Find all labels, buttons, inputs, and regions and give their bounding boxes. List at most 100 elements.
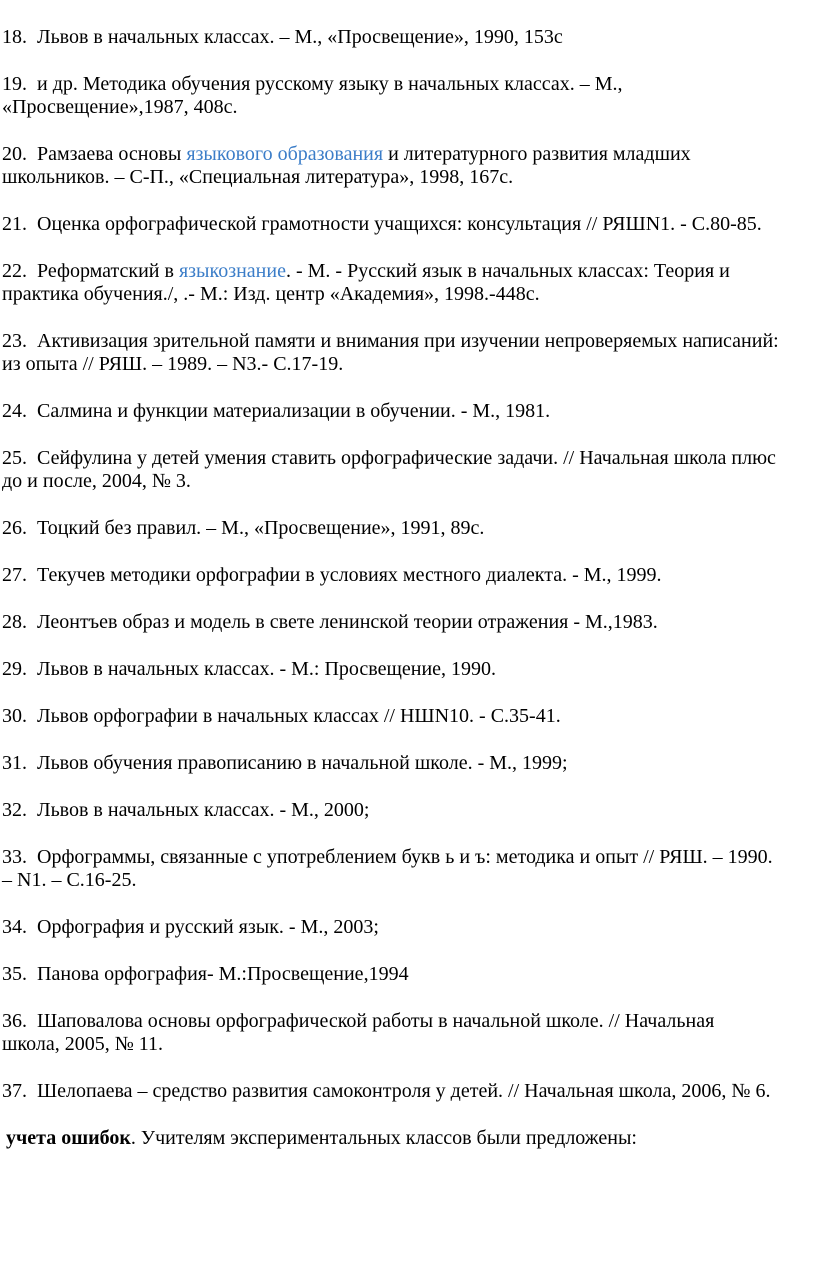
tail-paragraph: учета ошибок. Учителям экспериментальных… [2, 1127, 816, 1150]
reference-text: Активизация зрительной памяти и внимания… [37, 330, 779, 352]
reference-text: Орфография и русский язык. - М., 2003; [37, 916, 379, 938]
reference-line: до и после, 2004, № 3. [2, 470, 816, 493]
reference-item: 26. Тоцкий без правил. – М., «Просвещение… [2, 517, 816, 540]
reference-number: 35. [2, 963, 27, 985]
reference-item: 19. и др. Методика обучения русскому язык… [2, 73, 816, 119]
reference-text: Львов в начальных классах. – М., «Просве… [37, 26, 563, 48]
reference-text: школьников. – С-П., «Специальная литерат… [2, 166, 514, 188]
reference-number: 34. [2, 916, 27, 938]
reference-item: 35. Панова орфография- М.:Просвещение,199… [2, 963, 816, 986]
reference-line: школьников. – С-П., «Специальная литерат… [2, 166, 816, 189]
reference-line: 27. Текучев методики орфографии в условия… [2, 564, 816, 587]
reference-text: Львов в начальных классах. - М.: Просвещ… [37, 658, 497, 680]
reference-line: 36. Шаповалова основы орфографической раб… [2, 1010, 816, 1033]
hyperlink[interactable]: языкового образования [186, 143, 384, 165]
reference-item: 22. Реформатский в языкознание. - М. - Ру… [2, 260, 816, 306]
reference-item: 20. Рамзаева основы языкового образования… [2, 143, 816, 189]
reference-line: – N1. – С.16-25. [2, 869, 816, 892]
reference-text: Шелопаева – средство развития самоконтро… [37, 1080, 771, 1102]
reference-text: Сейфулина у детей умения ставить орфогра… [37, 447, 776, 469]
reference-line: из опыта // РЯШ. – 1989. – N3.- С.17-19. [2, 353, 816, 376]
reference-text: . - М. - Русский язык в начальных класса… [285, 260, 730, 282]
reference-number: 33. [2, 846, 27, 868]
reference-line: 37. Шелопаева – средство развития самокон… [2, 1080, 816, 1103]
reference-line: практика обучения./, .- М.: Изд. центр «… [2, 283, 816, 306]
reference-item: 29. Львов в начальных классах. - М.: Прос… [2, 658, 816, 681]
reference-item: 30. Львов орфографии в начальных классах … [2, 705, 816, 728]
reference-line: 21. Оценка орфографической грамотности уч… [2, 213, 816, 236]
reference-line: 28. Леонтъев образ и модель в свете ленин… [2, 611, 816, 634]
reference-line: 23. Активизация зрительной памяти и внима… [2, 330, 816, 353]
reference-number: 26. [2, 517, 27, 539]
reference-text: Рамзаева основы [37, 143, 187, 165]
reference-line: 25. Сейфулина у детей умения ставить орфо… [2, 447, 816, 470]
reference-item: 21. Оценка орфографической грамотности уч… [2, 213, 816, 236]
reference-line: 30. Львов орфографии в начальных классах … [2, 705, 816, 728]
reference-text: Салмина и функции материализации в обуче… [37, 400, 551, 422]
reference-item: 25. Сейфулина у детей умения ставить орфо… [2, 447, 816, 493]
reference-line: 20. Рамзаева основы языкового образования… [2, 143, 816, 166]
reference-item: 23. Активизация зрительной памяти и внима… [2, 330, 816, 376]
reference-number: 23. [2, 330, 27, 352]
reference-text: практика обучения./, .- М.: Изд. центр «… [2, 283, 540, 305]
reference-number: 21. [2, 213, 27, 235]
reference-list: 18. Львов в начальных классах. – М., «Про… [2, 26, 816, 1103]
reference-line: 29. Львов в начальных классах. - М.: Прос… [2, 658, 816, 681]
reference-number: 18. [2, 26, 27, 48]
reference-text: Львов орфографии в начальных классах // … [37, 705, 561, 727]
reference-text: Леонтъев образ и модель в свете ленинско… [37, 611, 658, 633]
reference-line: 18. Львов в начальных классах. – М., «Про… [2, 26, 816, 49]
reference-text: Тоцкий без правил. – М., «Просвещение», … [37, 517, 485, 539]
reference-text: из опыта // РЯШ. – 1989. – N3.- С.17-19. [2, 353, 344, 375]
reference-text: «Просвещение»,1987, 408с. [2, 96, 238, 118]
reference-line: 33. Орфограммы, связанные с употреблением… [2, 846, 816, 869]
reference-item: 24. Салмина и функции материализации в об… [2, 400, 816, 423]
reference-item: 18. Львов в начальных классах. – М., «Про… [2, 26, 816, 49]
hyperlink[interactable]: языкознание [178, 260, 286, 282]
reference-number: 27. [2, 564, 27, 586]
reference-item: 27. Текучев методики орфографии в условия… [2, 564, 816, 587]
reference-line: школа, 2005, № 11. [2, 1033, 816, 1056]
bold-phrase: учета ошибок [6, 1127, 131, 1149]
reference-item: 28. Леонтъев образ и модель в свете ленин… [2, 611, 816, 634]
reference-text: Текучев методики орфографии в условиях м… [37, 564, 662, 586]
reference-number: 22. [2, 260, 27, 282]
bibliography-document: 18. Львов в начальных классах. – М., «Про… [2, 26, 816, 1174]
reference-text: до и после, 2004, № 3. [2, 470, 191, 492]
reference-text: Оценка орфографической грамотности учащи… [37, 213, 762, 235]
reference-item: 34. Орфография и русский язык. - М., 2003… [2, 916, 816, 939]
reference-text: – N1. – С.16-25. [2, 869, 137, 891]
reference-line: 19. и др. Методика обучения русскому язык… [2, 73, 816, 96]
reference-item: 31. Львов обучения правописанию в начальн… [2, 752, 816, 775]
reference-line: 26. Тоцкий без правил. – М., «Просвещение… [2, 517, 816, 540]
reference-number: 19. [2, 73, 27, 95]
reference-text: и др. Методика обучения русскому языку в… [37, 73, 623, 95]
reference-item: 32. Львов в начальных классах. - М., 2000… [2, 799, 816, 822]
tail-text: . Учителям экспериментальных классов был… [130, 1127, 637, 1149]
reference-item: 37. Шелопаева – средство развития самокон… [2, 1080, 816, 1103]
reference-text: Шаповалова основы орфографической работы… [37, 1010, 715, 1032]
reference-text: Реформатский в [37, 260, 179, 282]
reference-text: Орфограммы, связанные с употреблением бу… [37, 846, 773, 868]
reference-text: Львов в начальных классах. - М., 2000; [37, 799, 370, 821]
reference-line: «Просвещение»,1987, 408с. [2, 96, 816, 119]
reference-line: 22. Реформатский в языкознание. - М. - Ру… [2, 260, 816, 283]
reference-number: 20. [2, 143, 27, 165]
reference-number: 25. [2, 447, 27, 469]
reference-number: 28. [2, 611, 27, 633]
reference-number: 32. [2, 799, 27, 821]
reference-number: 36. [2, 1010, 27, 1032]
reference-number: 29. [2, 658, 27, 680]
reference-line: 31. Львов обучения правописанию в начальн… [2, 752, 816, 775]
reference-item: 33. Орфограммы, связанные с употреблением… [2, 846, 816, 892]
reference-line: 35. Панова орфография- М.:Просвещение,199… [2, 963, 816, 986]
reference-number: 31. [2, 752, 27, 774]
reference-text: Панова орфография- М.:Просвещение,1994 [37, 963, 409, 985]
reference-line: 32. Львов в начальных классах. - М., 2000… [2, 799, 816, 822]
reference-line: 24. Салмина и функции материализации в об… [2, 400, 816, 423]
reference-text: школа, 2005, № 11. [2, 1033, 164, 1055]
reference-number: 37. [2, 1080, 27, 1102]
reference-text: Львов обучения правописанию в начальной … [37, 752, 568, 774]
reference-line: 34. Орфография и русский язык. - М., 2003… [2, 916, 816, 939]
reference-number: 30. [2, 705, 27, 727]
